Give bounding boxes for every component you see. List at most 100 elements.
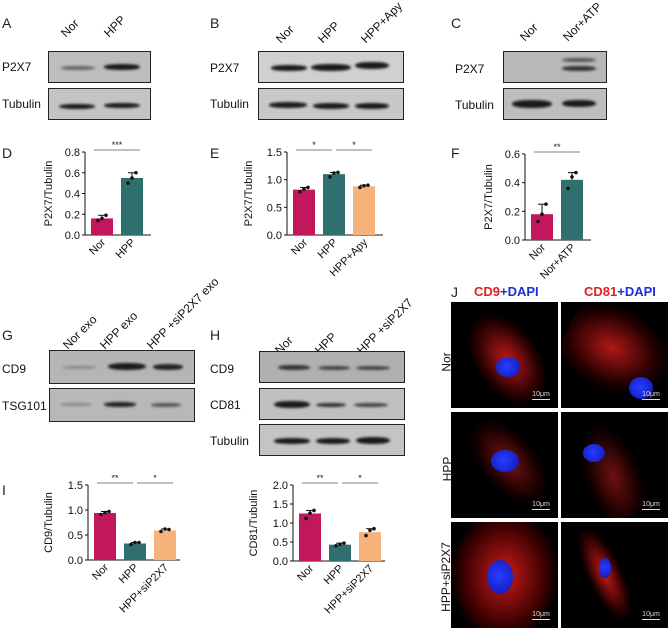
micrograph-nor-cd9: 10μm [451,302,558,408]
nucleus [496,357,520,377]
svg-text:0.0: 0.0 [505,235,520,247]
svg-text:0.5: 0.5 [273,537,288,549]
micrograph-hpp-cd81: 10μm [561,412,668,518]
lane-label: HPP [101,12,129,40]
nucleus [629,377,653,399]
lane-label: Nor exo [60,312,100,352]
blot-tsg101 [49,388,195,422]
blot-p2x7 [503,51,607,83]
svg-text:HPP: HPP [117,562,141,586]
svg-text:0.4: 0.4 [505,178,520,190]
svg-text:1.5: 1.5 [68,480,83,492]
svg-text:0.2: 0.2 [65,209,80,221]
svg-text:CD81/Tubulin: CD81/Tubulin [248,490,260,557]
svg-text:0.0: 0.0 [267,230,282,242]
svg-text:*: * [153,475,157,483]
svg-text:0.5: 0.5 [68,530,83,542]
micrograph-nor-cd81: 10μm [561,302,668,408]
col-header-cd9: CD9+DAPI [474,284,539,299]
row-label: TSG101 [2,399,47,413]
svg-text:P2X7/Tubulin: P2X7/Tubulin [243,161,255,227]
chart-f: 0.0 0.2 0.4 0.6 P2X7/Tubulin Nor Nor+ATP ** [480,140,620,282]
svg-text:HPP: HPP [114,237,138,261]
svg-text:0.0: 0.0 [68,555,83,567]
lane-label: Nor+ATP [560,0,605,44]
scale-bar: 10μm [642,391,660,400]
lane-label: Nor [58,16,82,40]
svg-text:0.0: 0.0 [273,556,288,568]
blot-p2x7 [258,51,404,83]
micrograph-hpp-sip2x7-cd81: 10μm [561,522,668,628]
lane-label: HPP +siP2X7 [354,295,416,357]
svg-text:CD9/Tubulin: CD9/Tubulin [43,492,55,553]
col-header-cd81: CD81+DAPI [584,284,656,299]
svg-text:Nor: Nor [87,236,108,257]
nucleus [491,450,519,472]
svg-text:*: * [312,140,316,150]
blot-tubulin [259,424,405,456]
svg-text:**: ** [553,142,561,152]
row-label: P2X7 [2,60,32,74]
chart-e: 0.0 0.5 1.0 1.5 P2X7/Tubulin Nor HPP HPP+Apy * * [240,140,400,280]
row-label: CD9 [210,362,235,376]
panel-label: A [2,15,12,31]
svg-text:Nor: Nor [527,241,548,262]
nucleus [487,560,513,594]
svg-text:HPP: HPP [322,563,346,587]
svg-text:Nor: Nor [90,561,111,582]
svg-text:Nor: Nor [295,562,316,583]
svg-text:*: * [358,475,362,483]
lane-label: HPP [315,18,343,46]
svg-text:1.5: 1.5 [267,147,282,159]
scale-bar: 10μm [642,501,660,510]
svg-text:1.5: 1.5 [273,499,288,511]
blot-cd9 [49,350,195,384]
panel-label: H [210,327,221,343]
panel-label: E [210,145,220,161]
row-label: P2X7 [210,61,240,75]
svg-text:**: ** [111,475,119,483]
panel-label: C [451,15,462,31]
lane-label: HPP exo [97,308,141,352]
scale-bar: 10μm [642,611,660,620]
svg-text:P2X7/Tubulin: P2X7/Tubulin [483,164,495,230]
row-label: P2X7 [455,62,485,76]
panel-label: B [210,15,220,31]
svg-text:0.6: 0.6 [65,168,80,180]
svg-text:2.0: 2.0 [273,480,288,492]
blot-tubulin [48,88,151,120]
panel-label: J [451,284,458,300]
blot-cd9 [259,351,405,383]
row-label: CD81 [210,398,241,412]
micrograph-hpp-cd9: 10μm [451,412,558,518]
nucleus [583,444,605,462]
chart-d: 0.0 0.2 0.4 0.6 0.8 P2X7/Tubulin Nor HPP *** [40,140,170,270]
svg-text:*: * [352,140,356,150]
svg-text:HPP: HPP [316,237,340,261]
panel-label: G [2,327,13,343]
row-label: Tubulin [210,97,249,111]
svg-text:0.4: 0.4 [65,189,80,201]
svg-text:0.8: 0.8 [65,147,80,159]
svg-text:**: ** [316,475,324,483]
scale-bar: 10μm [532,611,550,620]
svg-text:0.5: 0.5 [267,202,282,214]
panel-label: I [2,482,6,498]
blot-p2x7 [48,51,151,83]
panel-label: F [451,145,460,161]
lane-label: HPP+Apy [358,0,406,47]
lane-label: Nor [517,20,541,44]
chart-i: 0.0 0.5 1.0 1.5 CD9/Tubulin Nor HPP HPP+siP2X7 *… [40,473,184,632]
svg-text:0.0: 0.0 [65,230,80,242]
svg-text:0.2: 0.2 [505,206,520,218]
scale-bar: 10μm [532,501,550,510]
row-label: Tubulin [210,434,249,448]
blot-tubulin [258,88,404,120]
row-label: Tubulin [455,98,494,112]
svg-text:P2X7/Tubulin: P2X7/Tubulin [43,161,55,227]
micrograph-hpp-sip2x7-cd9: 10μm [451,522,558,628]
lane-label: Nor [273,22,297,46]
panel-label: D [2,145,13,161]
blot-cd81 [259,388,405,420]
svg-text:0.6: 0.6 [505,149,520,161]
